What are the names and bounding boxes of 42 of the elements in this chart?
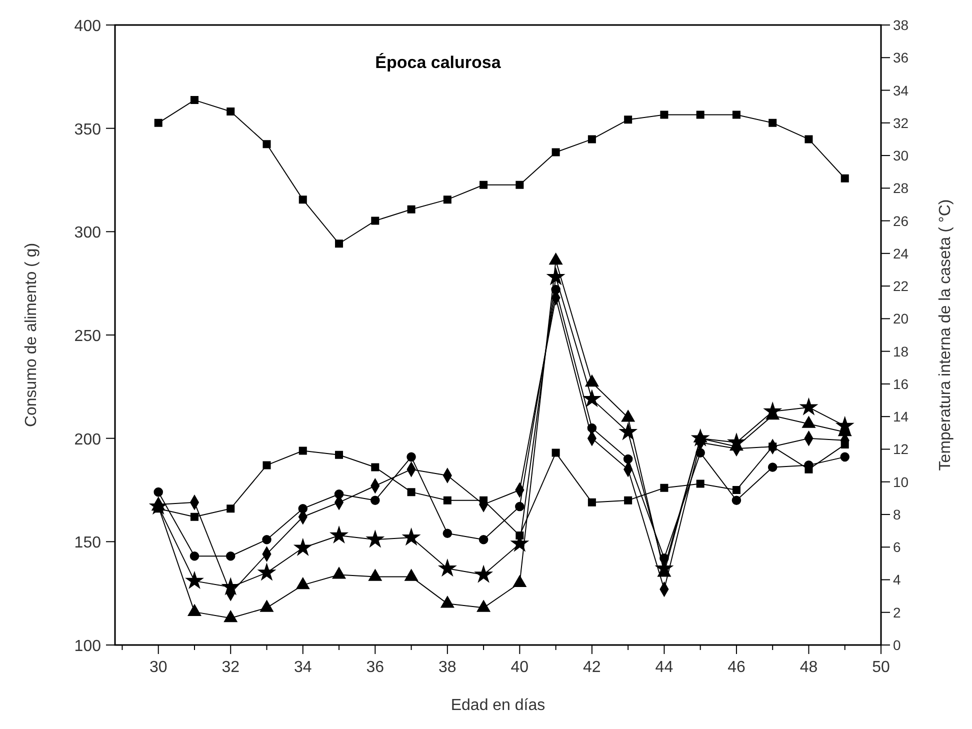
x-tick-label: 40 [510,659,529,676]
y2-tick-label: 0 [893,637,901,653]
x-tick-label: 34 [294,659,312,676]
y2-tick-label: 26 [893,212,909,229]
y2-tick-label: 28 [893,180,909,196]
x-tick-label: 30 [149,659,168,676]
y-tick-label: 200 [74,431,102,448]
x-tick-label: 44 [655,659,674,676]
y2-tick-label: 16 [893,376,909,392]
y2-tick-label: 2 [893,604,901,620]
y2-tick-label: 34 [893,82,909,98]
y2-tick-label: 14 [893,408,909,425]
y2-tick-label: 18 [893,343,909,360]
y-tick-label: 150 [74,534,102,552]
y2-tick-label: 24 [893,245,909,262]
x-tick-label: 48 [800,659,818,676]
y2-tick-label: 36 [893,50,909,66]
x-tick-label: 50 [872,659,890,676]
y2-tick-label: 30 [893,148,909,164]
y2-tick-label: 6 [893,539,901,556]
y2-tick-label: 10 [893,474,909,490]
y2-tick-label: 38 [893,17,909,33]
y2-tick-label: 22 [893,278,909,294]
x-tick-label: 38 [438,659,456,676]
y2-tick-label: 32 [893,114,909,131]
x-tick-label: 36 [366,659,384,676]
y-tick-label: 350 [74,121,102,138]
y-axis-title: Consumo de alimento ( g) [23,242,40,428]
y-tick-label: 100 [74,638,102,655]
text: Época calurosa [375,52,502,72]
y2-tick-label: 4 [893,572,901,588]
x-tick-label: 32 [222,659,240,676]
y2-tick-label: 20 [893,310,909,327]
y-tick-label: 400 [74,18,102,35]
y2-tick-label: 12 [893,441,909,458]
y-tick-label: 300 [74,224,102,242]
y2-tick-label: 8 [893,506,901,522]
x-tick-label: 42 [583,659,601,676]
x-axis-title: Edad en días [450,697,546,714]
x-tick-label: 46 [728,659,746,676]
y-tick-label: 250 [74,328,102,345]
y2-axis-title: Temperatura interna de la caseta ( °C) [937,199,954,471]
